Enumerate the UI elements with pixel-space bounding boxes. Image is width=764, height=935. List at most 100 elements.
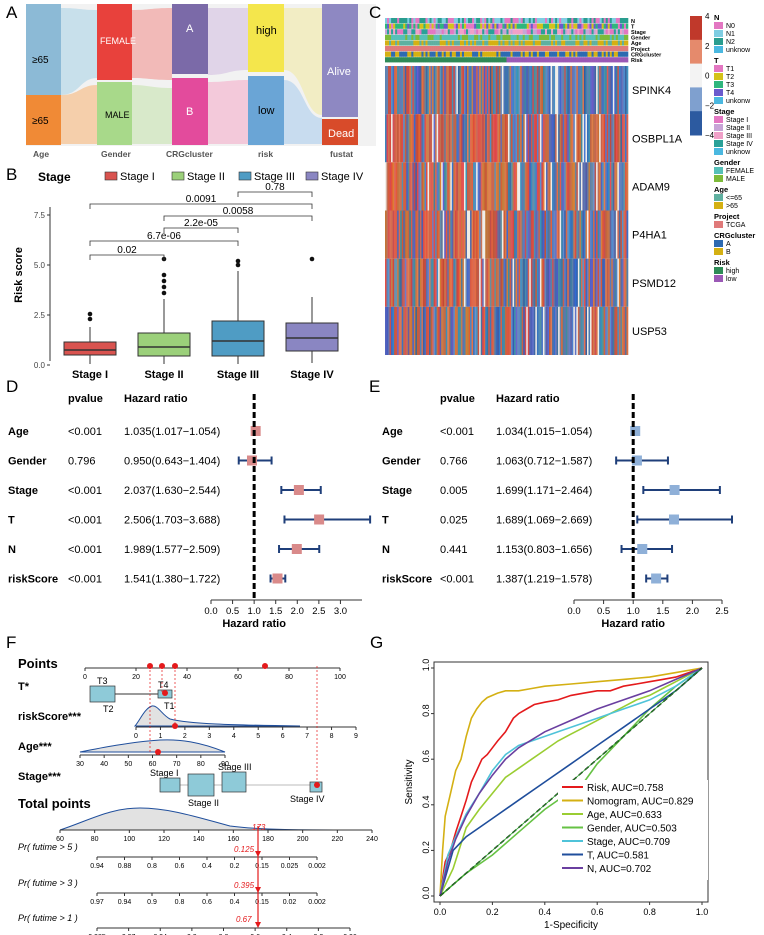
- heatmap-cell: [497, 258, 500, 307]
- annotation-cell: [490, 23, 493, 29]
- annotation-cell: [488, 46, 491, 52]
- annotation-cell: [524, 18, 528, 24]
- heatmap-cell: [410, 258, 413, 307]
- annotation-cell: [581, 40, 584, 46]
- heatmap-cell: [621, 66, 624, 115]
- annotation-cell: [435, 51, 438, 57]
- annotation-cell: [534, 57, 538, 63]
- heatmap-cell: [453, 114, 456, 163]
- annotation-cell: [385, 18, 388, 24]
- legend-label: Stage IV: [726, 141, 753, 148]
- heatmap-cell: [501, 210, 504, 259]
- annotation-cell: [504, 51, 507, 57]
- annotation-cell: [611, 40, 615, 46]
- heatmap-cell: [518, 162, 521, 211]
- heatmap-cell: [623, 114, 626, 163]
- annotation-cell: [549, 57, 552, 63]
- heatmap-cell: [562, 162, 565, 211]
- heatmap-cell: [441, 114, 444, 163]
- annotation-cell: [542, 29, 546, 35]
- annotation-cell: [551, 29, 554, 35]
- annotation-cell: [613, 23, 617, 29]
- heatmap-cell: [432, 114, 434, 163]
- annotation-cell: [547, 18, 550, 24]
- annotation-cell: [498, 18, 501, 24]
- annotation-cell: [597, 29, 600, 35]
- annotation-cell: [569, 18, 572, 24]
- annotation-cell: [429, 23, 432, 29]
- annotation-cell: [439, 51, 442, 57]
- heatmap-cell: [611, 306, 614, 355]
- annotation-cell: [470, 23, 473, 29]
- heatmap-cell: [395, 210, 398, 259]
- sankey-flow: [284, 8, 322, 115]
- heatmap-cell: [401, 258, 404, 307]
- patient-point: [155, 749, 161, 755]
- heatmap-cell: [618, 66, 621, 115]
- annotation-cell: [437, 29, 440, 35]
- sankey-axis: risk: [258, 149, 273, 159]
- heatmap-cell: [574, 66, 577, 115]
- heatmap-cell: [600, 162, 603, 211]
- heatmap-cell: [520, 306, 522, 355]
- legend-swatch: [714, 275, 723, 282]
- heatmap-cell: [623, 66, 626, 115]
- annotation-cell: [514, 29, 517, 35]
- heatmap-cell: [415, 114, 418, 163]
- annotation-cell: [389, 40, 392, 46]
- annotation-cell: [470, 57, 473, 63]
- annotation-cell: [504, 40, 507, 46]
- annotation-cell: [553, 29, 556, 35]
- heatmap-cell: [562, 306, 565, 355]
- heatmap-cell: [427, 210, 430, 259]
- heatmap-cell: [614, 306, 617, 355]
- heatmap-cell: [479, 258, 481, 307]
- heatmap-cell: [570, 210, 573, 259]
- heatmap-cell: [410, 66, 413, 115]
- annotation-cell: [457, 29, 461, 35]
- heatmap-cell: [389, 210, 392, 259]
- heatmap-cell: [523, 66, 526, 115]
- annotation-cell: [441, 51, 445, 57]
- annotation-cell: [468, 18, 471, 24]
- heatmap-cell: [568, 162, 571, 211]
- annotation-cell: [500, 57, 503, 63]
- heatmap-cell: [615, 162, 618, 211]
- heatmap-cell: [413, 258, 416, 307]
- heatmap-cell: [576, 258, 579, 307]
- heatmap-cell: [586, 66, 589, 115]
- heatmap-cell: [526, 162, 529, 211]
- heatmap-cell: [552, 66, 554, 115]
- annotation-cell: [441, 23, 445, 29]
- annotation-cell: [605, 57, 609, 63]
- heatmap-cell: [445, 114, 448, 163]
- annotation-cell: [425, 34, 428, 40]
- heatmap-cell: [439, 66, 442, 115]
- heatmap-cell: [433, 162, 436, 211]
- row-hr-text: 1.699(1.171−2.464): [496, 485, 592, 497]
- heatmap-cell: [444, 66, 447, 115]
- annotation-cell: [461, 46, 465, 52]
- annotation-cell: [532, 51, 536, 57]
- heatmap-cell: [574, 114, 577, 163]
- roc-curve: [439, 667, 703, 897]
- heatmap-cell: [488, 210, 491, 259]
- legend-label: N1: [726, 31, 735, 38]
- annotation-cell: [431, 34, 434, 40]
- heatmap-cell: [539, 258, 542, 307]
- annotation-cell: [496, 29, 499, 35]
- annotation-cell: [555, 40, 558, 46]
- heatmap-cell: [489, 66, 492, 115]
- annotation-cell: [538, 34, 542, 40]
- annotation-cell: [593, 57, 596, 63]
- heatmap-cell: [485, 306, 488, 355]
- sankey-label: FEMALE: [100, 36, 136, 46]
- heatmap-cell: [611, 114, 614, 163]
- annotation-cell: [540, 57, 544, 63]
- heatmap-cell: [547, 258, 550, 307]
- annotation-cell: [455, 34, 459, 40]
- annotation-cell: [544, 40, 548, 46]
- annotation-cell: [409, 18, 412, 24]
- heatmap-cell: [600, 66, 603, 115]
- annotation-cell: [492, 34, 495, 40]
